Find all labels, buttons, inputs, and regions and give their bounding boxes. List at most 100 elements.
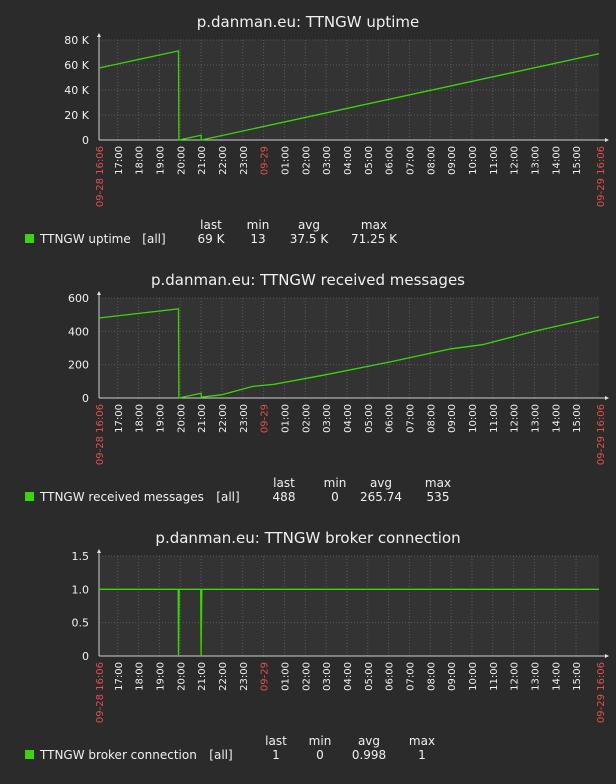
x-tick-label: 02:00 [301, 404, 312, 433]
x-tick-label: 06:00 [385, 404, 396, 433]
x-tick-label: 04:00 [343, 662, 354, 691]
x-start-label: 09-28 16:06 [95, 404, 106, 465]
x-tick-label: 21:00 [197, 404, 208, 433]
chart-panel: p.danman.eu: TTNGW uptime 0 20 K 40 K 60 K 80… [25, 13, 609, 246]
chart-panel: p.danman.eu: TTNGW received messages 0 200… [25, 271, 609, 504]
x-tick-label: 02:00 [301, 146, 312, 175]
x-end-label: 09-29 16:06 [596, 662, 607, 723]
x-tick-label: 01:00 [280, 146, 291, 175]
chart-title: p.danman.eu: TTNGW received messages [151, 271, 465, 289]
y-tick-label: 200 [68, 359, 89, 372]
x-tick-label: 17:00 [114, 662, 125, 691]
y-axis-arrow-icon [97, 33, 101, 37]
x-tick-label: 01:00 [280, 662, 291, 691]
x-start-label: 09-28 16:06 [95, 146, 106, 207]
legend-value: 1 [418, 748, 426, 762]
y-axis-arrow-icon [97, 549, 101, 553]
x-tick-label: 05:00 [364, 404, 375, 433]
legend-value: 71.25 K [351, 232, 398, 246]
x-tick-label: 07:00 [405, 146, 416, 175]
x-tick-label: 23:00 [239, 146, 250, 175]
x-end-label: 09-29 16:06 [596, 404, 607, 465]
chart-title: p.danman.eu: TTNGW broker connection [155, 529, 460, 547]
x-tick-label: 19:00 [155, 146, 166, 175]
x-axis-arrow-icon [605, 654, 609, 658]
x-tick-label: 09-29 [260, 146, 271, 175]
x-tick-label: 20:00 [176, 662, 187, 691]
x-tick-label: 22:00 [218, 662, 229, 691]
x-start-label: 09-28 16:06 [95, 662, 106, 723]
x-tick-label: 11:00 [489, 662, 500, 691]
x-tick-label: 17:00 [114, 146, 125, 175]
x-tick-label: 17:00 [114, 404, 125, 433]
x-tick-label: 14:00 [551, 146, 562, 175]
x-tick-label: 07:00 [405, 662, 416, 691]
x-tick-label: 21:00 [197, 146, 208, 175]
x-tick-label: 12:00 [510, 662, 521, 691]
x-tick-label: 18:00 [135, 146, 146, 175]
x-tick-label: 09-29 [260, 662, 271, 691]
x-tick-label: 12:00 [510, 404, 521, 433]
series-line [98, 50, 600, 141]
y-tick-label: 0 [82, 392, 89, 405]
plot-area [99, 556, 599, 656]
x-tick-label: 03:00 [322, 146, 333, 175]
y-tick-label: 600 [68, 292, 89, 305]
x-axis-arrow-icon [605, 396, 609, 400]
y-axis-arrow-icon [97, 291, 101, 295]
legend-header: max [425, 476, 451, 490]
x-tick-label: 09-29 [260, 404, 271, 433]
y-tick-label: 1.0 [72, 583, 90, 596]
x-tick-label: 11:00 [489, 404, 500, 433]
x-tick-label: 21:00 [197, 662, 208, 691]
x-tick-label: 10:00 [468, 146, 479, 175]
x-tick-label: 13:00 [530, 404, 541, 433]
x-tick-label: 09:00 [447, 662, 458, 691]
legend-value: 13 [250, 232, 265, 246]
chart-panel: p.danman.eu: TTNGW broker connection 0 0.5… [25, 529, 609, 762]
series-line [98, 308, 600, 399]
y-tick-label: 0 [82, 650, 89, 663]
legend-value: 37.5 K [290, 232, 330, 246]
legend-series-name: TTNGW broker connection [39, 748, 197, 762]
x-tick-label: 22:00 [218, 404, 229, 433]
x-tick-label: 07:00 [405, 404, 416, 433]
x-tick-label: 01:00 [280, 404, 291, 433]
legend-swatch [25, 234, 34, 243]
x-end-label: 09-29 16:06 [596, 146, 607, 207]
y-tick-label: 0.5 [72, 617, 90, 630]
x-tick-label: 10:00 [468, 662, 479, 691]
legend-swatch [25, 750, 34, 759]
x-tick-label: 18:00 [135, 662, 146, 691]
legend-header: min [309, 734, 332, 748]
x-tick-label: 15:00 [572, 146, 583, 175]
y-tick-label: 60 K [64, 59, 89, 72]
x-tick-label: 03:00 [322, 662, 333, 691]
x-tick-label: 04:00 [343, 404, 354, 433]
legend-header: avg [370, 476, 392, 490]
legend-group: [all] [209, 748, 232, 762]
legend-value: 265.74 [360, 490, 402, 504]
legend-header: avg [358, 734, 380, 748]
legend-group: [all] [142, 232, 165, 246]
x-tick-label: 14:00 [551, 404, 562, 433]
x-tick-label: 06:00 [385, 662, 396, 691]
legend-header: avg [298, 218, 320, 232]
x-tick-label: 19:00 [155, 662, 166, 691]
x-tick-label: 18:00 [135, 404, 146, 433]
legend-header: last [200, 218, 222, 232]
x-axis-arrow-icon [605, 138, 609, 142]
chart-title: p.danman.eu: TTNGW uptime [197, 13, 420, 31]
legend-value: 0 [316, 748, 324, 762]
x-tick-label: 22:00 [218, 146, 229, 175]
legend-value: 0.998 [352, 748, 386, 762]
legend-value: 488 [273, 490, 296, 504]
plot-area [99, 298, 599, 398]
x-tick-label: 05:00 [364, 146, 375, 175]
x-tick-label: 06:00 [385, 146, 396, 175]
x-tick-label: 15:00 [572, 662, 583, 691]
x-tick-label: 11:00 [489, 146, 500, 175]
y-tick-label: 80 K [64, 34, 89, 47]
